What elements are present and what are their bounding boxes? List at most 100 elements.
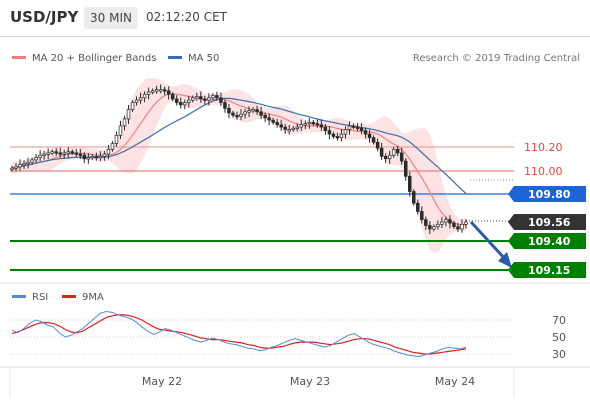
candle-body: [291, 127, 295, 131]
candle-body: [363, 130, 368, 135]
candle-body: [375, 141, 380, 149]
candlestick-series: [10, 84, 468, 235]
candle-body: [315, 123, 320, 126]
candle-body: [183, 102, 187, 106]
candle-body: [299, 124, 304, 128]
candle-body: [50, 151, 54, 154]
ma50-legend-label: MA 50: [188, 53, 219, 64]
candle-body: [114, 134, 119, 144]
candle-body: [403, 160, 408, 177]
candle-body: [102, 153, 107, 157]
candle-body: [355, 126, 360, 129]
candle-body: [351, 125, 356, 128]
candle-body: [255, 109, 259, 113]
candle-body: [460, 223, 464, 230]
level-tag-109-56: [514, 214, 586, 230]
candle-body: [94, 156, 99, 159]
candle-body: [215, 95, 219, 99]
candle-body: [219, 97, 223, 103]
x-tick-may-23: May 23: [290, 375, 330, 388]
level-label-110-00: 110.00: [524, 165, 563, 178]
rsi-tick-50: 50: [552, 331, 566, 344]
candle-body: [428, 225, 432, 230]
level-label-109-80: 109.80: [528, 188, 571, 201]
candle-body: [178, 102, 183, 106]
candle-body: [227, 107, 231, 114]
candle-body: [86, 157, 91, 160]
timestamp: 02:12:20 CET: [146, 10, 227, 24]
candle-body: [170, 93, 175, 100]
x-tick-may-22: May 22: [142, 375, 182, 388]
timeframe-badge[interactable]: 30 MIN: [84, 7, 138, 29]
candle-body: [271, 119, 275, 123]
candle-body: [118, 125, 123, 136]
candle-body: [359, 127, 364, 131]
rsi-ma-legend-label: 9MA: [82, 292, 104, 303]
candle-body: [58, 152, 62, 155]
candle-body: [444, 219, 448, 223]
candle-body: [436, 223, 440, 228]
level-tag-pointer-109-40: [508, 233, 514, 249]
ma20-legend-label: MA 20 + Bollinger Bands: [32, 53, 156, 64]
candle-body: [142, 93, 147, 99]
candle-body: [391, 148, 396, 156]
candle-body: [452, 222, 456, 228]
level-tag-pointer-109-56: [508, 214, 514, 230]
header-divider: [0, 36, 590, 37]
level-tag-109-40: [514, 233, 586, 249]
x-tick-may-24: May 24: [435, 375, 475, 388]
candle-body: [82, 154, 87, 160]
level-tag-pointer-109-80: [508, 186, 514, 202]
candle-body: [399, 152, 404, 162]
candle-body: [26, 161, 30, 165]
candle-body: [243, 111, 247, 115]
candle-body: [122, 118, 127, 127]
candle-body: [18, 164, 22, 168]
candle-body: [251, 109, 255, 112]
candle-body: [54, 151, 58, 154]
candle-body: [42, 153, 46, 156]
candle-body: [395, 148, 400, 154]
candle-body: [231, 112, 235, 116]
projection-arrow-head: [498, 252, 512, 268]
candle-body: [158, 89, 163, 92]
candle-body: [275, 122, 279, 126]
candle-body: [416, 202, 420, 212]
projection-arrow-shaft: [469, 220, 508, 262]
candle-body: [74, 152, 79, 155]
candle-body: [339, 133, 344, 138]
candle-body: [154, 89, 159, 92]
candle-body: [303, 123, 308, 126]
candle-body: [327, 130, 332, 135]
rsi-tick-70: 70: [552, 314, 566, 327]
candle-body: [174, 98, 179, 103]
candle-body: [311, 122, 316, 125]
candle-body: [207, 97, 211, 101]
candle-body: [30, 159, 34, 163]
level-tag-109-80: [514, 186, 586, 202]
candle-body: [323, 126, 328, 131]
candle-body: [247, 110, 251, 113]
candle-body: [383, 156, 388, 160]
candle-body: [347, 125, 352, 130]
candle-body: [187, 99, 191, 103]
candle-body: [126, 109, 131, 120]
ma50-legend-swatch: [168, 56, 182, 59]
candle-body: [448, 219, 452, 224]
rsi-legend-label: RSI: [32, 292, 48, 303]
credit-text: Research © 2019 Trading Central: [413, 53, 580, 64]
rsi-legend-swatch: [12, 295, 26, 298]
candle-body: [130, 102, 135, 110]
candle-body: [335, 136, 340, 139]
candle-body: [34, 157, 38, 161]
candle-body: [106, 148, 111, 155]
level-label-109-56: 109.56: [528, 216, 571, 229]
candle-body: [424, 219, 428, 226]
chart-header: USD/JPY 30 MIN 02:12:20 CET: [0, 0, 590, 36]
rsi-tick-30: 30: [552, 348, 566, 361]
rsi-ma-legend-swatch: [62, 295, 76, 298]
level-tag-pointer-109-15: [508, 262, 514, 278]
candle-body: [371, 137, 376, 143]
candle-body: [263, 115, 267, 119]
